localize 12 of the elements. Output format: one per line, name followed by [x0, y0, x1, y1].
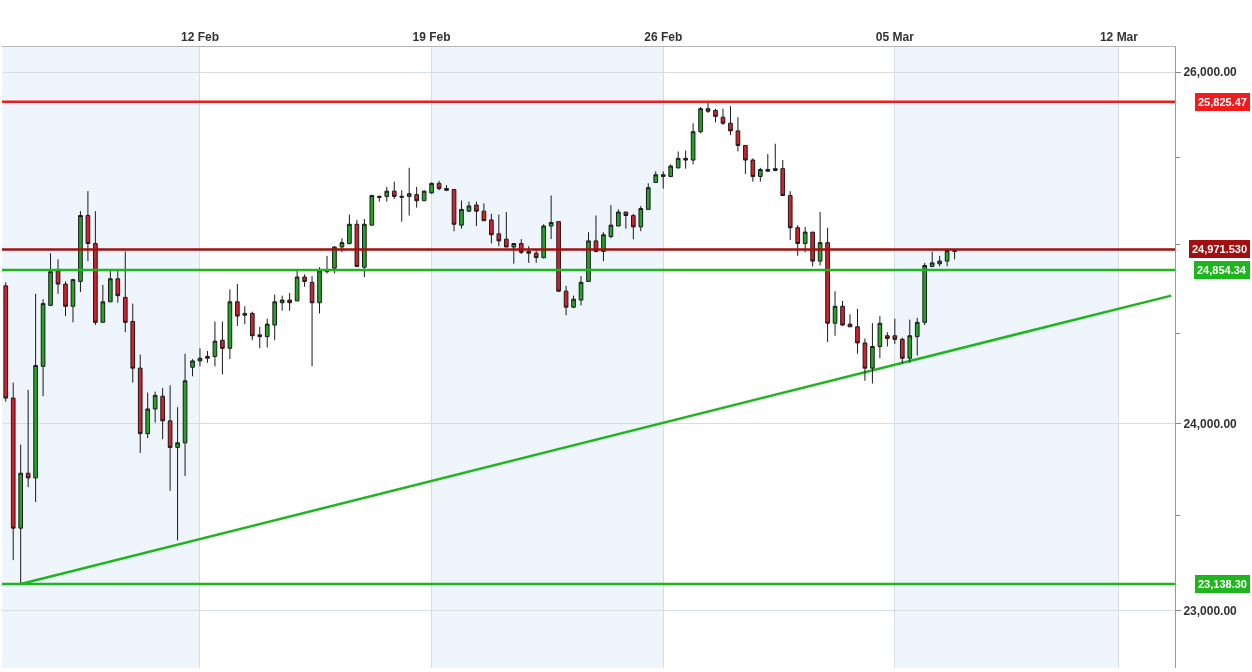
x-tick-label: 19 Feb: [412, 30, 451, 45]
y-tick-label: 26,000.00: [1183, 65, 1238, 80]
x-tick-label: 12 Feb: [180, 30, 219, 45]
ref-line-label: 24,854.34: [1197, 264, 1247, 276]
y-tick-label: 23,000.00: [1183, 603, 1238, 618]
ref-line-label: 23,138.30: [1198, 578, 1247, 590]
x-tick-label: 05 Mar: [875, 30, 915, 45]
x-tick-label: 26 Feb: [644, 30, 683, 45]
x-tick-label: 12 Mar: [1099, 30, 1139, 45]
ref-line-label: 25,825.47: [1198, 96, 1247, 108]
y-tick-label: 24,000.00: [1183, 416, 1238, 431]
ref-line-label: 24,971.530: [1192, 243, 1248, 255]
